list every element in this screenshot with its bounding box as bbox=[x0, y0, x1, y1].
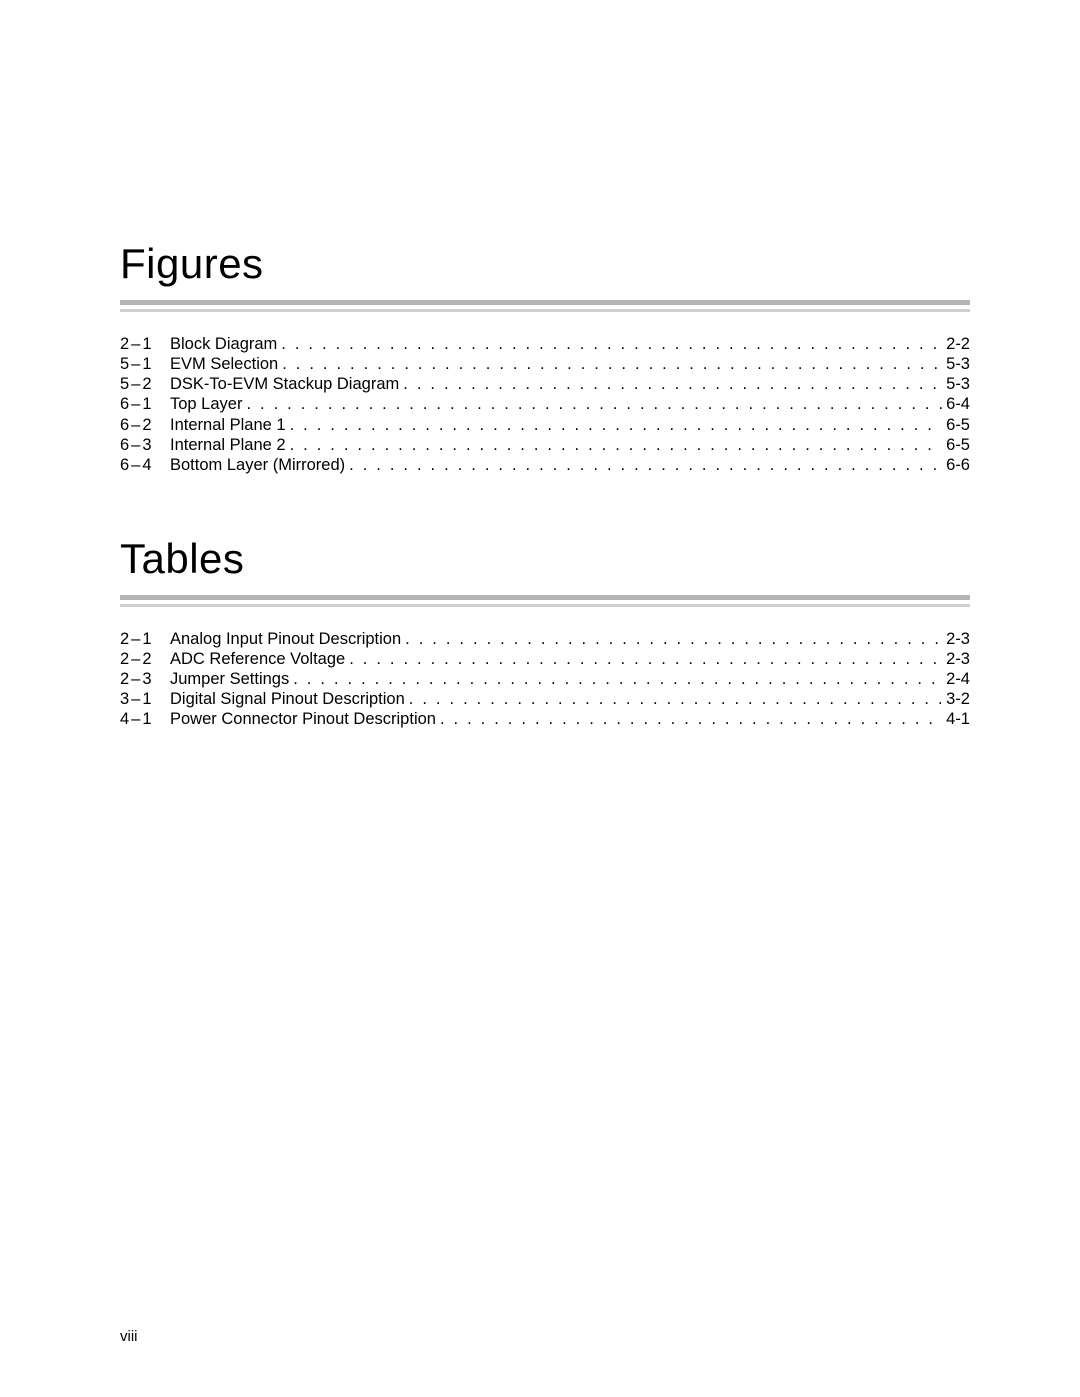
toc-entry-page: 6-6 bbox=[942, 455, 970, 475]
toc-leader-dots bbox=[286, 415, 943, 435]
toc-entry-title: Block Diagram bbox=[170, 334, 277, 354]
figures-list: 2–1 Block Diagram 2-2 5–1 EVM Selection … bbox=[120, 334, 970, 475]
toc-entry-title: Internal Plane 1 bbox=[170, 415, 286, 435]
toc-entry-number: 4–1 bbox=[120, 709, 170, 729]
toc-entry-title: EVM Selection bbox=[170, 354, 278, 374]
heading-rule-tables bbox=[120, 595, 970, 607]
section-heading-tables: Tables bbox=[120, 535, 970, 583]
toc-entry-number: 5–2 bbox=[120, 374, 170, 394]
page-container: Figures 2–1 Block Diagram 2-2 5–1 EVM Se… bbox=[0, 0, 1080, 1397]
toc-row: 3–1 Digital Signal Pinout Description 3-… bbox=[120, 689, 970, 709]
toc-entry-page: 3-2 bbox=[942, 689, 970, 709]
toc-entry-page: 4-1 bbox=[942, 709, 970, 729]
toc-entry-page: 5-3 bbox=[942, 354, 970, 374]
toc-leader-dots bbox=[242, 394, 942, 414]
toc-entry-title: Analog Input Pinout Description bbox=[170, 629, 401, 649]
toc-entry-page: 2-3 bbox=[942, 649, 970, 669]
toc-entry-number: 2–2 bbox=[120, 649, 170, 669]
toc-leader-dots bbox=[345, 455, 942, 475]
section-heading-figures: Figures bbox=[120, 240, 970, 288]
toc-leader-dots bbox=[399, 374, 942, 394]
toc-entry-number: 3–1 bbox=[120, 689, 170, 709]
toc-entry-number: 6–1 bbox=[120, 394, 170, 414]
toc-entry-page: 6-5 bbox=[942, 415, 970, 435]
toc-row: 2–2 ADC Reference Voltage 2-3 bbox=[120, 649, 970, 669]
toc-entry-number: 2–3 bbox=[120, 669, 170, 689]
toc-entry-number: 6–2 bbox=[120, 415, 170, 435]
toc-row: 2–3 Jumper Settings 2-4 bbox=[120, 669, 970, 689]
heading-rule-figures bbox=[120, 300, 970, 312]
toc-entry-number: 5–1 bbox=[120, 354, 170, 374]
toc-row: 2–1 Analog Input Pinout Description 2-3 bbox=[120, 629, 970, 649]
tables-list: 2–1 Analog Input Pinout Description 2-3 … bbox=[120, 629, 970, 730]
toc-entry-title: Bottom Layer (Mirrored) bbox=[170, 455, 345, 475]
page-number: viii bbox=[120, 1328, 138, 1345]
toc-entry-title: DSK-To-EVM Stackup Diagram bbox=[170, 374, 399, 394]
toc-row: 5–1 EVM Selection 5-3 bbox=[120, 354, 970, 374]
toc-entry-number: 6–3 bbox=[120, 435, 170, 455]
toc-row: 6–3 Internal Plane 2 6-5 bbox=[120, 435, 970, 455]
toc-entry-number: 6–4 bbox=[120, 455, 170, 475]
toc-leader-dots bbox=[278, 354, 942, 374]
toc-row: 5–2 DSK-To-EVM Stackup Diagram 5-3 bbox=[120, 374, 970, 394]
toc-leader-dots bbox=[405, 689, 942, 709]
toc-row: 4–1 Power Connector Pinout Description 4… bbox=[120, 709, 970, 729]
toc-leader-dots bbox=[345, 649, 942, 669]
toc-entry-title: ADC Reference Voltage bbox=[170, 649, 345, 669]
toc-entry-page: 2-3 bbox=[942, 629, 970, 649]
toc-row: 2–1 Block Diagram 2-2 bbox=[120, 334, 970, 354]
toc-row: 6–1 Top Layer 6-4 bbox=[120, 394, 970, 414]
toc-leader-dots bbox=[289, 669, 942, 689]
toc-entry-title: Power Connector Pinout Description bbox=[170, 709, 436, 729]
toc-row: 6–4 Bottom Layer (Mirrored) 6-6 bbox=[120, 455, 970, 475]
toc-entry-page: 6-5 bbox=[942, 435, 970, 455]
toc-entry-title: Top Layer bbox=[170, 394, 242, 414]
rule-dark bbox=[120, 300, 970, 305]
toc-leader-dots bbox=[277, 334, 942, 354]
toc-entry-page: 5-3 bbox=[942, 374, 970, 394]
toc-entry-number: 2–1 bbox=[120, 629, 170, 649]
toc-entry-page: 2-4 bbox=[942, 669, 970, 689]
toc-leader-dots bbox=[401, 629, 942, 649]
rule-light bbox=[120, 309, 970, 312]
toc-entry-title: Internal Plane 2 bbox=[170, 435, 286, 455]
toc-row: 6–2 Internal Plane 1 6-5 bbox=[120, 415, 970, 435]
toc-entry-title: Digital Signal Pinout Description bbox=[170, 689, 405, 709]
toc-entry-title: Jumper Settings bbox=[170, 669, 289, 689]
toc-entry-number: 2–1 bbox=[120, 334, 170, 354]
rule-dark bbox=[120, 595, 970, 600]
toc-entry-page: 2-2 bbox=[942, 334, 970, 354]
rule-light bbox=[120, 604, 970, 607]
toc-leader-dots bbox=[436, 709, 942, 729]
toc-entry-page: 6-4 bbox=[942, 394, 970, 414]
toc-leader-dots bbox=[286, 435, 943, 455]
